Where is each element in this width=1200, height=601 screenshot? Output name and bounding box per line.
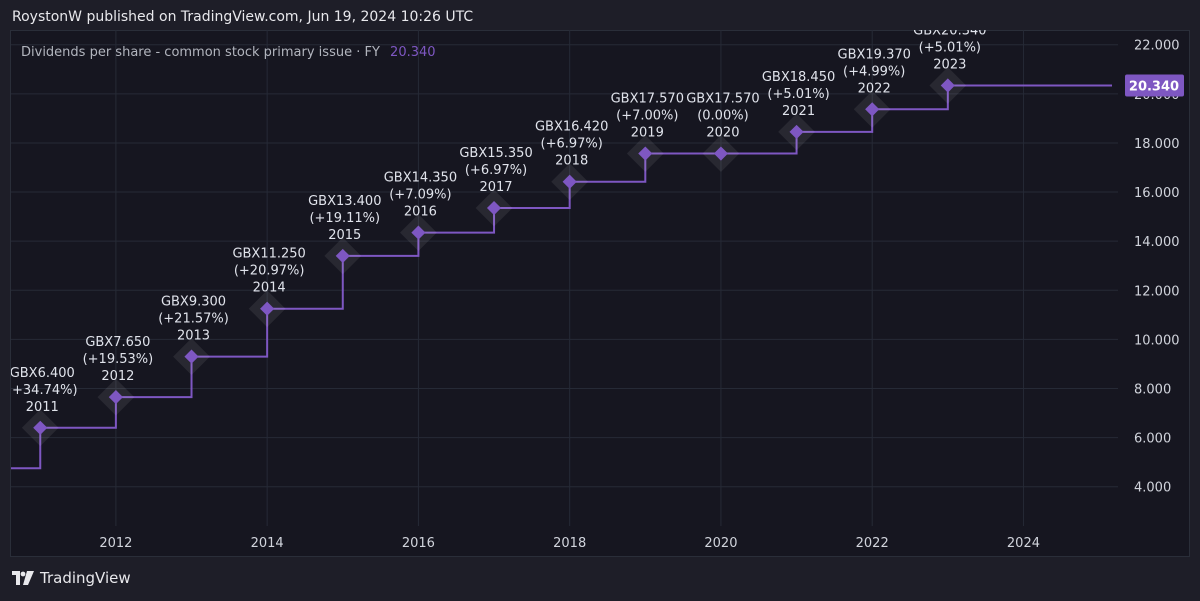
- data-label-change: (+5.01%): [767, 87, 829, 102]
- data-label-year: 2021: [782, 104, 815, 119]
- data-point-marker: [33, 420, 48, 435]
- data-label-change: (+23.70%): [0, 423, 2, 438]
- data-label-change: (+21.57%): [158, 312, 229, 327]
- chart-svg[interactable]: GBX4.750(+23.70%)2010GBX6.400(+34.74%)20…: [0, 0, 1200, 557]
- data-label-change: (+6.97%): [541, 137, 603, 152]
- y-tick-label: 18.000: [1134, 137, 1180, 152]
- footer-bar: [0, 557, 1200, 601]
- data-label-change: (+19.11%): [309, 211, 380, 226]
- x-tick-label: 2016: [402, 536, 435, 551]
- data-label-year: 2023: [933, 57, 966, 72]
- x-tick-label: 2022: [856, 536, 889, 551]
- publisher-line: RoystonW published on TradingView.com, J…: [12, 9, 474, 25]
- data-label-value: GBX20.340: [913, 23, 986, 38]
- legend-last-value: 20.340: [390, 45, 436, 60]
- data-point-marker: [865, 102, 880, 117]
- data-label-value: GBX14.350: [384, 171, 457, 186]
- data-label-year: 2022: [858, 81, 891, 96]
- data-label-change: (+5.01%): [919, 40, 981, 55]
- data-label-change: (+34.74%): [7, 383, 78, 398]
- last-value-tag: [1125, 74, 1184, 97]
- data-label-change: (+6.97%): [465, 163, 527, 178]
- data-label-value: GBX15.350: [459, 146, 532, 161]
- tradingview-logo-icon: [12, 571, 34, 585]
- legend-series-name: Dividends per share - common stock prima…: [21, 45, 380, 60]
- data-label-value: GBX16.420: [535, 120, 608, 135]
- x-tick-label: 2018: [553, 536, 586, 551]
- data-label-year: 2017: [479, 180, 512, 195]
- data-label-change: (+7.00%): [616, 109, 678, 124]
- data-point-marker: [789, 124, 804, 139]
- data-label-change: (+19.53%): [83, 352, 154, 367]
- data-point-marker: [562, 174, 577, 189]
- data-point-marker: [184, 349, 199, 364]
- data-label-value: GBX13.400: [308, 194, 381, 209]
- last-value-tag-text: 20.340: [1129, 79, 1179, 94]
- data-label-value: GBX19.370: [838, 47, 911, 62]
- y-tick-label: 4.000: [1134, 481, 1171, 496]
- data-label-change: (+20.97%): [234, 264, 305, 279]
- data-label-year: 2015: [328, 228, 361, 243]
- data-label-value: GBX6.400: [10, 366, 75, 381]
- data-label-value: GBX9.300: [161, 295, 226, 310]
- data-label-year: 2012: [101, 369, 134, 384]
- y-tick-label: 8.000: [1134, 382, 1171, 397]
- x-tick-label: 2024: [1007, 536, 1040, 551]
- y-tick-label: 16.000: [1134, 186, 1180, 201]
- y-tick-label: 12.000: [1134, 284, 1180, 299]
- data-point-marker: [486, 200, 502, 216]
- data-point-marker: [108, 390, 123, 405]
- data-label-change: (+4.99%): [843, 64, 905, 79]
- tradingview-logo[interactable]: TradingView: [12, 569, 131, 587]
- data-label-value: GBX7.650: [85, 335, 150, 350]
- data-label-year: 2016: [404, 205, 437, 220]
- y-tick-label: 10.000: [1134, 333, 1180, 348]
- data-label-year: 2019: [631, 126, 664, 141]
- data-label-year: 2014: [253, 281, 286, 296]
- data-label-change: (0.00%): [697, 109, 748, 124]
- data-point-marker: [713, 146, 729, 161]
- data-point-marker: [638, 146, 653, 161]
- data-label-year: 2018: [555, 154, 588, 169]
- data-point-marker: [260, 301, 275, 316]
- data-label-value: GBX17.570: [686, 92, 759, 107]
- data-label-year: 2013: [177, 329, 210, 344]
- data-label-year: 2011: [26, 400, 59, 415]
- data-point-marker: [411, 225, 426, 240]
- data-label-value: GBX17.570: [611, 92, 684, 107]
- tradingview-logo-text: TradingView: [40, 569, 131, 587]
- x-tick-label: 2012: [99, 536, 132, 551]
- y-tick-label: 22.000: [1134, 39, 1180, 54]
- chart-legend[interactable]: Dividends per share - common stock prima…: [21, 45, 436, 60]
- x-tick-label: 2020: [704, 536, 737, 551]
- data-label-value: GBX18.450: [762, 70, 835, 85]
- data-label-change: (+7.09%): [389, 188, 451, 203]
- chart-frame: [10, 30, 1190, 557]
- x-tick-label: 2014: [251, 536, 284, 551]
- data-label-year: 2020: [706, 126, 739, 141]
- data-label-value: GBX11.250: [232, 247, 305, 262]
- y-tick-label: 14.000: [1134, 235, 1180, 250]
- y-tick-label: 6.000: [1134, 432, 1171, 447]
- header-bar: RoystonW published on TradingView.com, J…: [0, 0, 1200, 30]
- data-point-marker: [335, 248, 350, 263]
- data-point-marker: [940, 78, 955, 93]
